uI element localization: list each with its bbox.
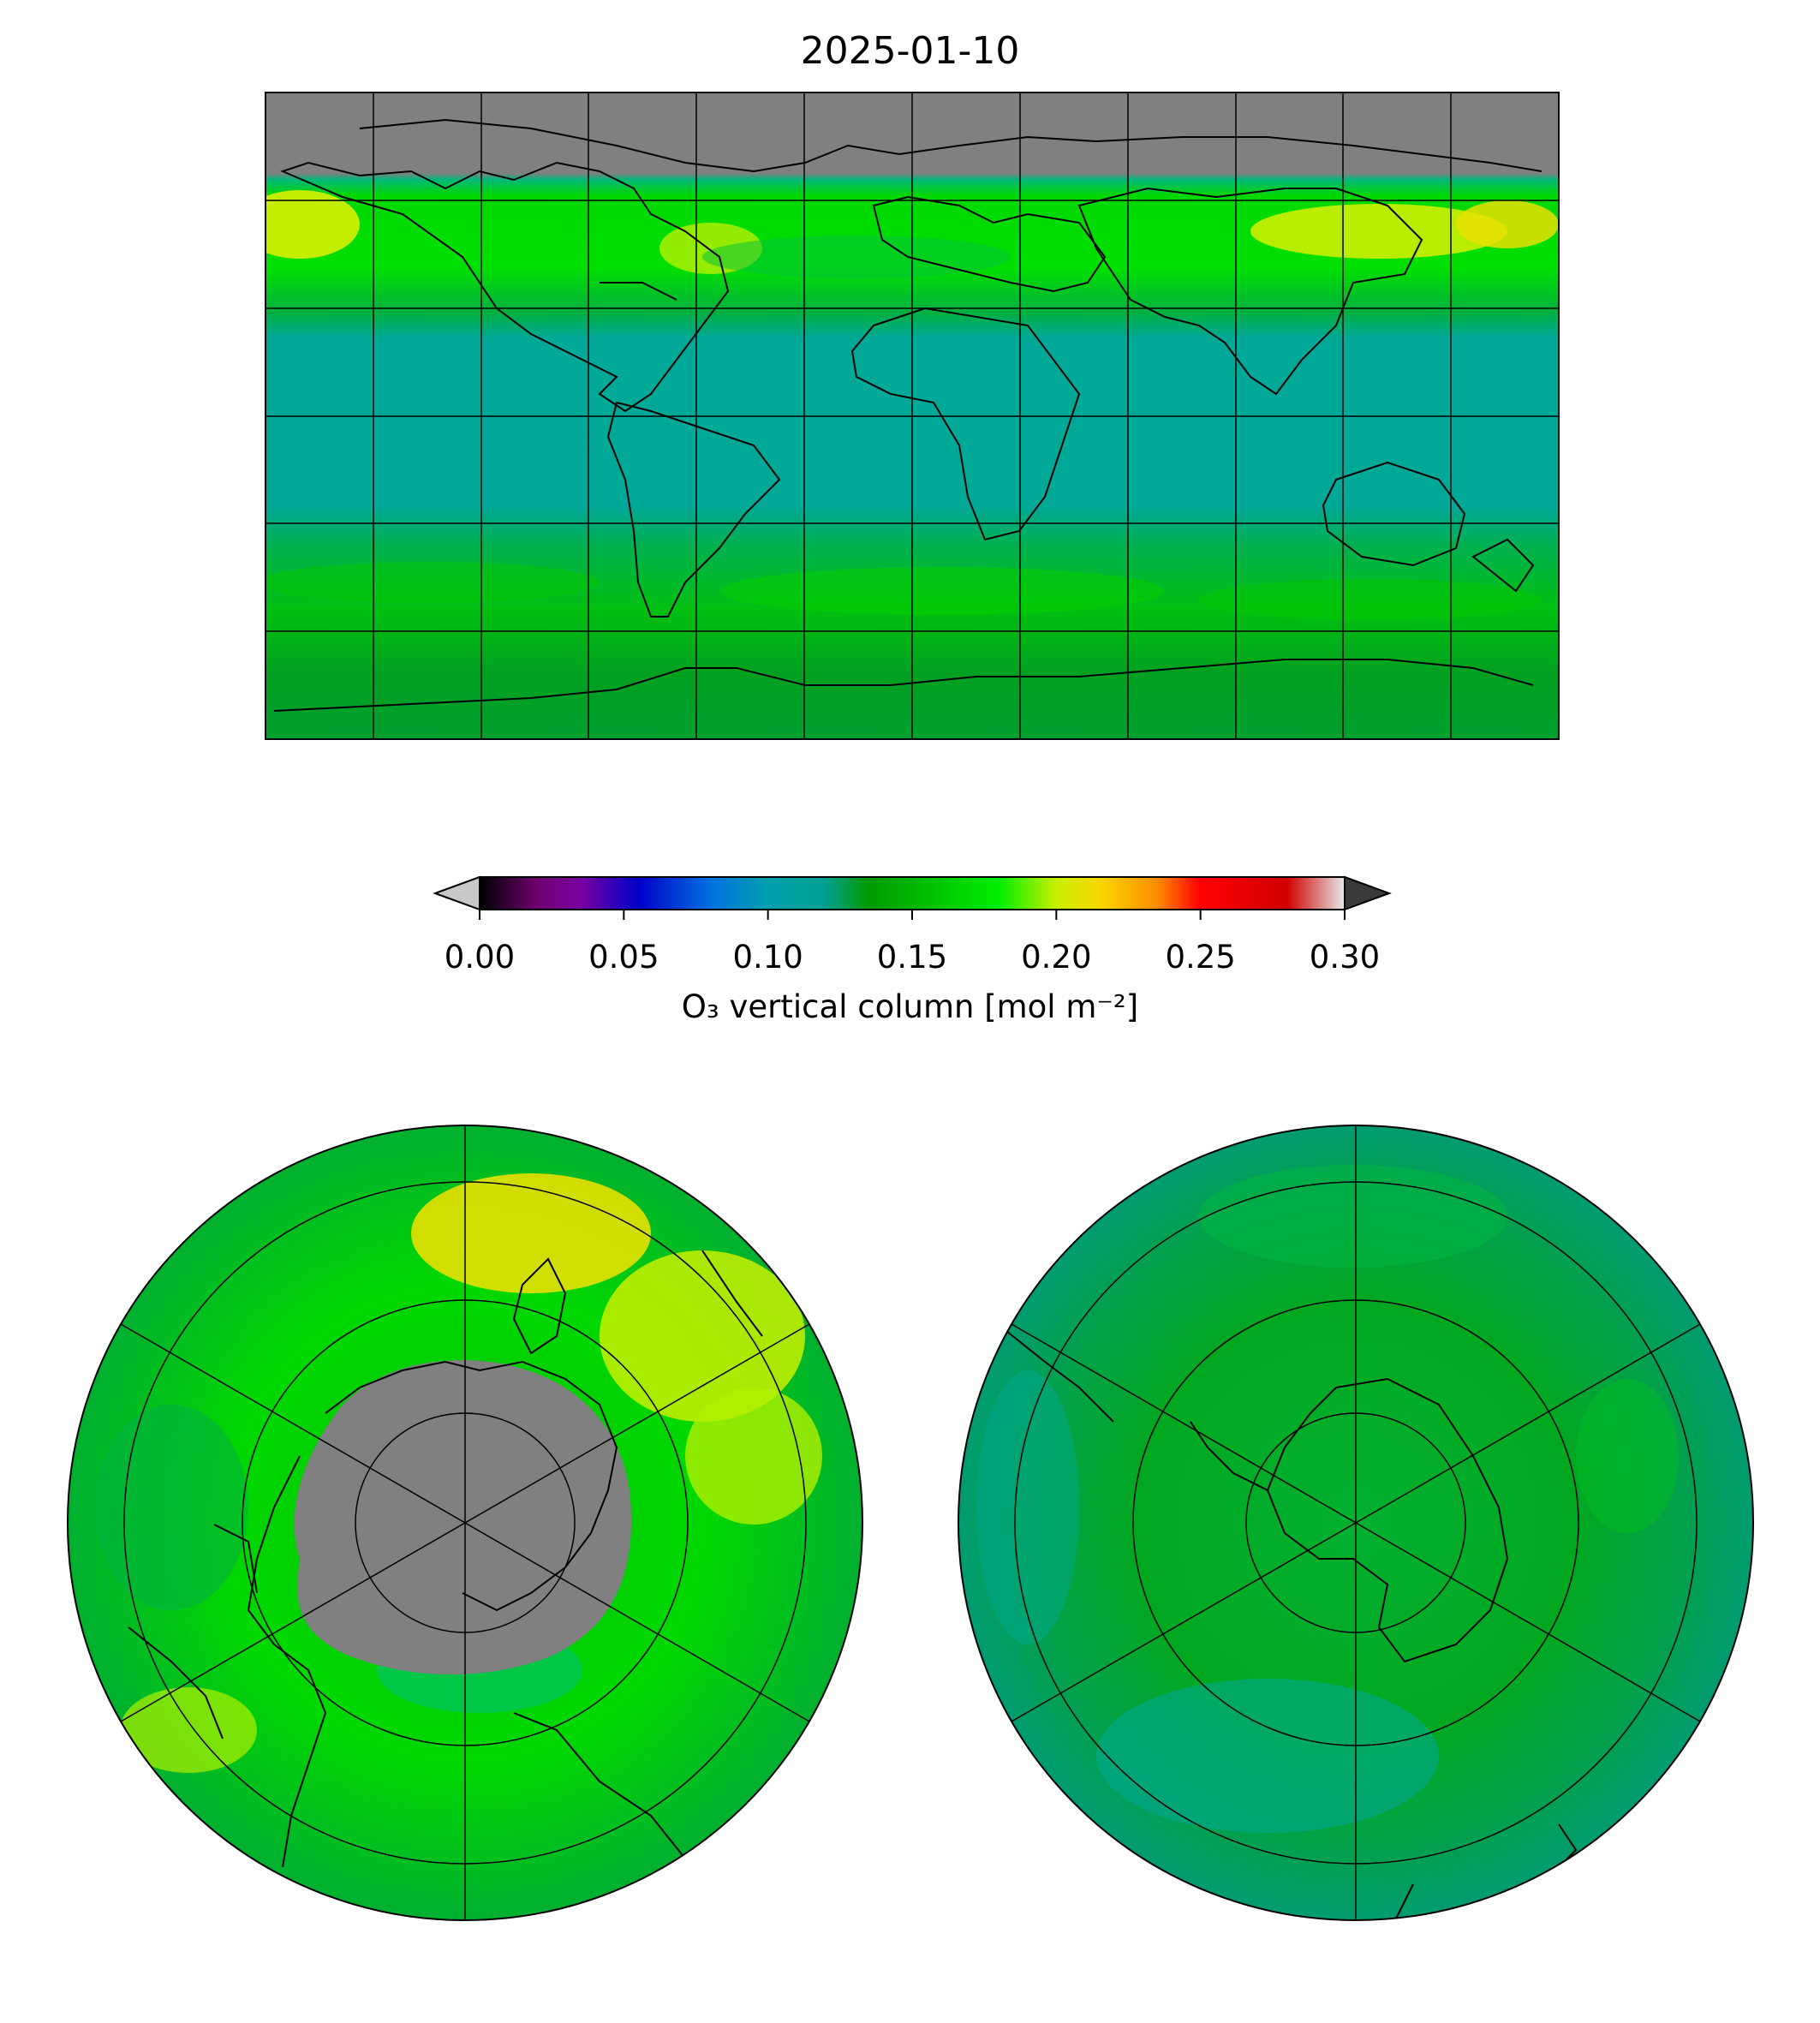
colorbar-tick-label: 0.15 (876, 939, 948, 976)
colorbar-tick-label: 0.25 (1165, 939, 1236, 976)
south-polar-frame (958, 1125, 1754, 1921)
coastlines (273, 118, 1543, 712)
ozone-band (266, 562, 600, 603)
colorbar-over-extension (1344, 875, 1392, 911)
polar-night-no-data (294, 1360, 632, 1675)
north-polar-map (67, 1125, 863, 1921)
south-polar-map (958, 1125, 1754, 1921)
high-ozone-patch (600, 1250, 805, 1422)
ozone-band (702, 236, 1011, 278)
ozone-band (1576, 1379, 1679, 1533)
north-polar-frame (67, 1125, 863, 1921)
global-map (265, 92, 1560, 740)
colorbar-tick-marks (479, 910, 1346, 920)
graticule (1011, 1125, 1701, 1920)
figure-title: 2025-01-10 (800, 29, 1020, 73)
colorbar-tick-label: 0.30 (1309, 939, 1381, 976)
colorbar-tick-label: 0.00 (444, 939, 516, 976)
ozone-band (719, 567, 1165, 615)
graticule (266, 92, 1559, 739)
high-ozone-patch (1456, 200, 1559, 248)
high-ozone-patch (411, 1173, 651, 1293)
high-ozone-patch (1250, 204, 1507, 259)
colorbar-label: O₃ vertical column [mol m⁻²] (681, 988, 1139, 1025)
high-ozone-patch (685, 1387, 822, 1525)
colorbar-ramp (479, 876, 1346, 910)
colorbar-tick-label: 0.20 (1021, 939, 1092, 976)
high-ozone-patch (120, 1687, 257, 1773)
ozone-band (1199, 579, 1542, 620)
global-map-frame (265, 92, 1560, 740)
ozone-band (1096, 1679, 1439, 1833)
graticule (120, 1125, 810, 1920)
colorbar-tick-label: 0.10 (732, 939, 803, 976)
ozone-band (94, 1405, 248, 1610)
colorbar-under-extension (433, 875, 480, 911)
high-ozone-patch (266, 190, 360, 259)
colorbar (433, 875, 1392, 920)
ozone-band (1199, 1165, 1507, 1268)
ozone-band (976, 1370, 1079, 1644)
colorbar-tick-label: 0.05 (588, 939, 659, 976)
